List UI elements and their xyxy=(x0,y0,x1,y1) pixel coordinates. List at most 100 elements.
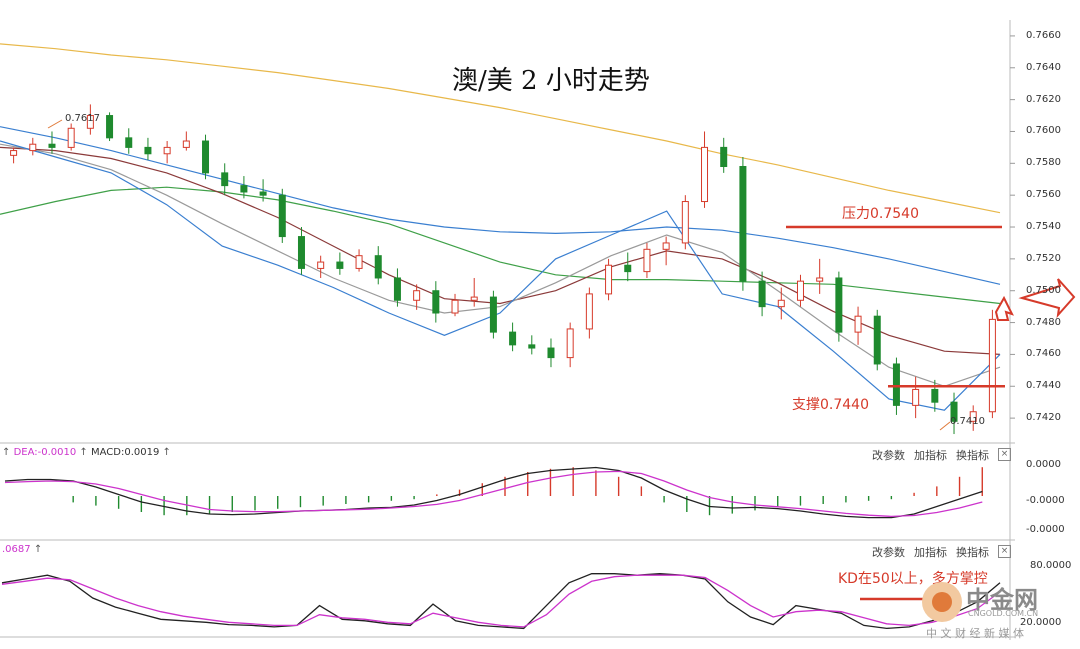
macd-header: ↑ DEA:-0.0010 ↑ MACD:0.0019 ↑ xyxy=(2,447,171,458)
candle-body xyxy=(528,344,536,349)
candle-body xyxy=(336,261,344,269)
candle-body xyxy=(413,290,421,301)
candle-body xyxy=(67,127,75,148)
watermark-logo-inner-icon xyxy=(932,592,952,612)
candle-body xyxy=(48,143,56,148)
candle-body xyxy=(86,115,94,129)
kd-close-icon[interactable]: × xyxy=(998,545,1011,558)
price-axis-tick: 0.7460 xyxy=(1026,348,1061,360)
candle-body xyxy=(29,143,37,152)
candle-body xyxy=(931,388,939,403)
candle-body xyxy=(739,166,747,282)
moving-average-line xyxy=(0,143,1001,387)
high-price-tag: 0.7617 xyxy=(65,113,100,124)
watermark-domain: CNGOLD.COM.CN xyxy=(968,609,1039,618)
candle-body xyxy=(624,264,632,273)
candle-body xyxy=(969,411,977,422)
price-axis-tick: 0.7500 xyxy=(1026,284,1061,296)
price-axis-tick: 0.7520 xyxy=(1026,252,1061,264)
candle-body xyxy=(777,299,785,308)
kd-params-button[interactable]: 改参数 xyxy=(872,546,905,559)
candle-body xyxy=(355,255,363,269)
high-tag-pointer xyxy=(47,119,63,129)
macd-axis-tick: 0.0000 xyxy=(1026,459,1061,470)
price-axis-tick: 0.7640 xyxy=(1026,61,1061,73)
candle-body xyxy=(451,299,459,314)
candle-body xyxy=(950,401,958,422)
candle-body xyxy=(432,290,440,314)
watermark-brand: 中金网 xyxy=(966,586,1038,614)
candle-body xyxy=(585,293,593,330)
candle-body xyxy=(988,318,996,413)
kd-axis-tick: 80.0000 xyxy=(1030,560,1072,571)
price-axis-tick: 0.7580 xyxy=(1026,157,1061,169)
candle-body xyxy=(701,146,709,203)
kd-arrow-icon: ↑ xyxy=(33,544,43,555)
candle-body xyxy=(681,201,689,244)
kd-switch-indicator-button[interactable]: 换指标 xyxy=(956,546,989,559)
candle-body xyxy=(144,146,152,155)
candle-body xyxy=(125,137,133,148)
kd-d-line xyxy=(1,574,1001,628)
candle-body xyxy=(547,347,555,359)
macd-header-arrow-icon: ↑ xyxy=(2,447,11,458)
macd-add-indicator-button[interactable]: 加指标 xyxy=(914,449,947,462)
candle-body xyxy=(317,261,325,269)
watermark-tagline: 中 文 财 经 新 媒 体 xyxy=(926,627,1024,640)
macd-params-button[interactable]: 改参数 xyxy=(872,449,905,462)
moving-average-line xyxy=(0,186,1001,305)
candle-body xyxy=(163,146,171,155)
chart-title: 澳/美 2 小时走势 xyxy=(452,66,650,96)
candle-body xyxy=(489,296,497,333)
kd-k-line xyxy=(1,573,1001,630)
macd-dif-line xyxy=(4,466,983,519)
candle-body xyxy=(873,315,881,365)
candle-body xyxy=(240,185,248,193)
candle-body xyxy=(662,242,670,250)
candle-body xyxy=(758,280,766,308)
moving-average-line xyxy=(0,140,1001,411)
candle-body xyxy=(509,331,517,346)
candle-body xyxy=(470,296,478,301)
candle-body xyxy=(720,146,728,168)
moving-average-line xyxy=(0,126,1001,285)
kd-header: .0687 ↑ xyxy=(2,544,42,555)
candle-body xyxy=(10,150,18,156)
support-label: 支撑0.7440 xyxy=(792,397,869,413)
candle-body xyxy=(605,264,613,295)
candle-body xyxy=(106,115,114,139)
candle-body xyxy=(566,328,574,359)
candle-body xyxy=(297,236,305,269)
price-axis-tick: 0.7560 xyxy=(1026,189,1061,201)
candle-body xyxy=(816,277,824,282)
macd-switch-indicator-button[interactable]: 换指标 xyxy=(956,449,989,462)
candle-body xyxy=(796,280,804,301)
price-axis-tick: 0.7600 xyxy=(1026,125,1061,137)
price-axis-tick: 0.7480 xyxy=(1026,316,1061,328)
watermark: 中金网 CNGOLD.COM.CN 中 文 财 经 新 媒 体 xyxy=(922,578,1072,642)
low-price-tag: 0.7410 xyxy=(950,416,985,427)
up-arrow-icon xyxy=(994,295,1014,321)
dea-arrow-icon: ↑ xyxy=(79,447,88,458)
candle-body xyxy=(854,315,862,333)
dea-value: DEA:-0.0010 xyxy=(13,447,77,458)
price-axis-tick: 0.7540 xyxy=(1026,221,1061,233)
price-axis-tick: 0.7620 xyxy=(1026,93,1061,105)
macd-value: MACD:0.0019 xyxy=(91,447,160,458)
candle-body xyxy=(835,277,843,333)
right-arrow-icon xyxy=(1018,278,1076,319)
kd-value: .0687 xyxy=(2,544,31,555)
price-axis-tick: 0.7440 xyxy=(1026,380,1061,392)
kd-add-indicator-button[interactable]: 加指标 xyxy=(914,546,947,559)
candle-body xyxy=(182,140,190,148)
macd-close-icon[interactable]: × xyxy=(998,448,1011,461)
price-axis-tick: 0.7420 xyxy=(1026,412,1061,424)
candle-body xyxy=(643,248,651,273)
moving-average-line xyxy=(0,146,1001,355)
candle-body xyxy=(374,255,382,279)
moving-average-line xyxy=(0,43,1001,214)
low-tag-pointer xyxy=(939,421,951,431)
macd-dea-line xyxy=(4,470,983,518)
candle-body xyxy=(221,172,229,187)
